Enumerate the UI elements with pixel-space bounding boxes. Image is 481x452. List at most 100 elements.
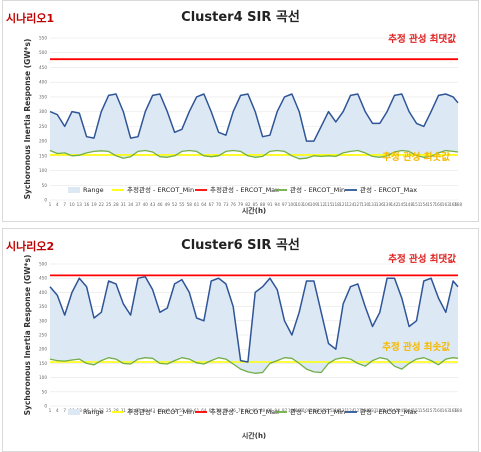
legend-label: 관성 - ERCOT_Min — [290, 185, 345, 194]
x-tick-label: 112 — [317, 202, 325, 207]
inertia-max-line — [49, 93, 459, 142]
y-tick-label: 300 — [39, 318, 47, 323]
x-tick-label: 130 — [361, 202, 369, 207]
annotation-min: 추정 관성 최솟값 — [382, 151, 450, 163]
x-tick-label: 115 — [325, 408, 333, 413]
annotation-min: 추정 관성 최솟값 — [382, 341, 450, 353]
y-tick-label: 450 — [39, 65, 47, 70]
y-tick-label: 150 — [39, 361, 47, 366]
legend-label: 추정관성 - ERCOT_Min — [127, 185, 194, 194]
x-tick-label: 106 — [303, 408, 311, 413]
x-tick-label: 103 — [295, 202, 303, 207]
x-axis-label: 시간(h) — [242, 431, 266, 440]
x-tick-label: 115 — [325, 202, 333, 207]
x-tick-label: 145 — [398, 202, 406, 207]
x-tick-label: 67 — [209, 408, 215, 413]
x-tick-label: 157 — [427, 202, 435, 207]
x-tick-label: 76 — [231, 408, 237, 413]
y-tick-label: 350 — [39, 94, 47, 99]
y-tick-label: 50 — [42, 389, 48, 394]
x-tick-label: 52 — [172, 202, 178, 207]
x-tick-label: 49 — [165, 202, 171, 207]
x-tick-label: 61 — [194, 408, 200, 413]
y-tick-label: 450 — [39, 276, 47, 281]
x-tick-label: 76 — [231, 202, 237, 207]
y-axis-label: Sychoronous Inertia Response (GW*s) — [23, 255, 32, 416]
x-tick-label: 22 — [99, 202, 105, 207]
x-tick-label: 1 — [49, 408, 52, 413]
x-tick-label: 106 — [303, 202, 311, 207]
x-tick-label: 31 — [121, 202, 127, 207]
y-tick-label: 0 — [44, 198, 47, 203]
y-tick-label: 500 — [39, 262, 47, 267]
x-tick-label: 7 — [63, 202, 66, 207]
x-tick-label: 67 — [209, 202, 215, 207]
y-tick-label: 400 — [39, 290, 47, 295]
x-tick-label: 16 — [84, 202, 90, 207]
x-tick-label: 82 — [245, 202, 251, 207]
x-tick-label: 109 — [310, 202, 318, 207]
x-tick-label: 94 — [275, 202, 281, 207]
x-tick-label: 64 — [201, 408, 207, 413]
x-tick-label: 157 — [427, 408, 435, 413]
chart-title: Cluster4 SIR 곡선 — [181, 10, 300, 25]
x-tick-label: 100 — [288, 408, 296, 413]
x-tick-label: 121 — [339, 202, 347, 207]
x-tick-label: 91 — [267, 408, 273, 413]
x-tick-label: 160 — [434, 202, 442, 207]
x-tick-label: 49 — [165, 408, 171, 413]
x-tick-label: 37 — [135, 408, 141, 413]
x-tick-label: 148 — [405, 202, 413, 207]
chart-svg: 0501001502002503003504004505001471013161… — [23, 253, 462, 440]
x-tick-label: 55 — [179, 202, 185, 207]
inertia-max-line — [49, 276, 459, 363]
chart-panel-cluster4: 시나리오1 Cluster4 SIR 곡선 0 50 100 150 200 250 300… — [0, 0, 481, 222]
x-tick-label: 13 — [77, 202, 83, 207]
x-tick-label: 28 — [113, 202, 119, 207]
legend-label: Range — [83, 408, 104, 416]
x-tick-label: 1 — [49, 202, 52, 207]
x-tick-label: 97 — [282, 408, 288, 413]
x-tick-label: 97 — [282, 202, 288, 207]
x-tick-label: 73 — [223, 408, 229, 413]
x-tick-label: 118 — [332, 408, 340, 413]
x-tick-label: 46 — [157, 202, 163, 207]
annotation-max: 추정 관성 최댓값 — [388, 33, 456, 45]
x-tick-label: 34 — [128, 202, 134, 207]
x-tick-label: 4 — [56, 408, 59, 413]
range-band — [50, 94, 458, 159]
x-tick-label: 133 — [368, 408, 376, 413]
y-axis-label: Sychoronous Inertia Response (GW*s) — [23, 39, 32, 200]
x-tick-label: 22 — [99, 408, 105, 413]
scenario-label: 시나리오1 — [6, 12, 55, 25]
x-tick-label: 118 — [332, 202, 340, 207]
scenario-label: 시나리오2 — [6, 240, 55, 253]
x-tick-label: 10 — [69, 202, 75, 207]
x-tick-label: 7 — [63, 408, 66, 413]
legend-label: 관성 - ERCOT_Max — [360, 185, 417, 194]
x-tick-label: 46 — [157, 408, 163, 413]
x-tick-label: 124 — [347, 202, 355, 207]
x-tick-label: 73 — [223, 202, 229, 207]
x-tick-label: 145 — [398, 408, 406, 413]
x-tick-label: 82 — [245, 408, 251, 413]
x-tick-label: 154 — [420, 408, 428, 413]
x-tick-label: 91 — [267, 202, 273, 207]
x-tick-label: 37 — [135, 202, 141, 207]
x-tick-label: 88 — [260, 408, 266, 413]
y-tick-label: 300 — [39, 109, 47, 114]
legend-label: 관성 - ERCOT_Min — [290, 407, 345, 416]
x-tick-label: 103 — [295, 408, 303, 413]
x-tick-label: 43 — [150, 408, 156, 413]
x-tick-label: 40 — [143, 408, 149, 413]
legend-swatch — [68, 187, 80, 193]
y-tick-label: 0 — [44, 404, 47, 409]
x-tick-label: 127 — [354, 408, 362, 413]
x-tick-label: 168 — [454, 408, 462, 413]
x-tick-label: 79 — [238, 408, 244, 413]
x-tick-label: 79 — [238, 202, 244, 207]
x-tick-label: 61 — [194, 202, 200, 207]
x-tick-label: 112 — [317, 408, 325, 413]
x-tick-label: 34 — [128, 408, 134, 413]
